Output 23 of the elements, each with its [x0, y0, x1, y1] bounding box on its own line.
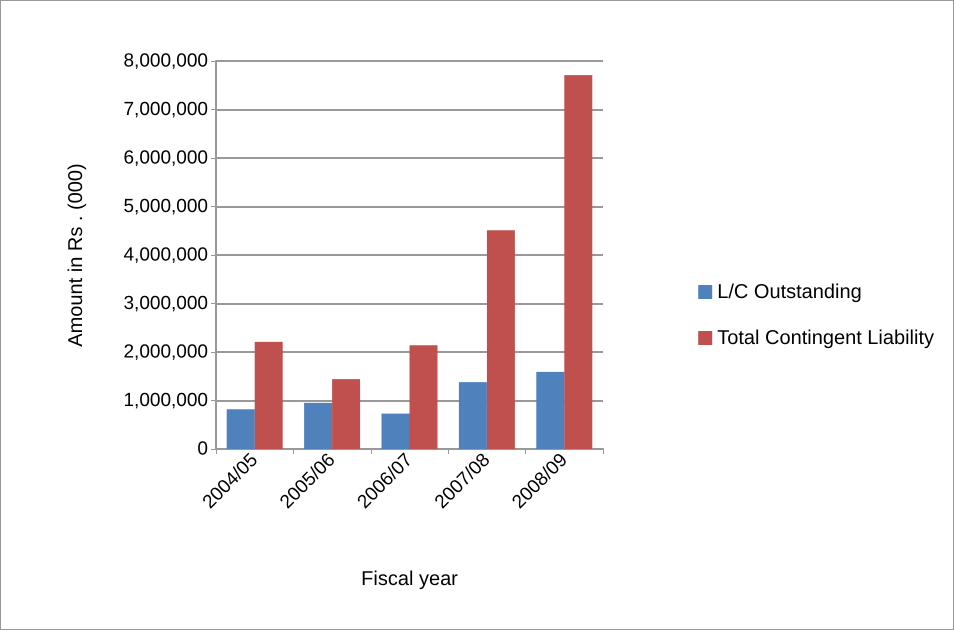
bar	[382, 414, 410, 449]
bar	[536, 372, 564, 449]
y-tick-label: 6,000,000	[123, 148, 208, 168]
y-tick-label: 0	[197, 438, 208, 460]
bar	[254, 342, 283, 449]
bar	[226, 409, 255, 449]
bar	[486, 230, 515, 449]
bar	[332, 379, 360, 449]
bar	[564, 75, 592, 449]
y-tick-label: 1,000,000	[123, 390, 208, 411]
y-tick-label: 3,000,000	[123, 293, 208, 314]
legend-label: Total Contingent Liability	[717, 327, 934, 349]
y-tick-label: 2,000,000	[123, 342, 208, 362]
bar	[410, 345, 438, 449]
bar	[304, 402, 332, 449]
y-tick-label: 8,000,000	[123, 50, 208, 72]
y-tick-label: 7,000,000	[123, 99, 208, 120]
bar	[458, 382, 487, 449]
y-tick-label: 4,000,000	[123, 244, 208, 266]
y-axis-title: Amount in Rs . (000)	[65, 163, 87, 347]
x-axis-title: Fiscal year	[361, 568, 458, 590]
y-tick-label: 5,000,000	[123, 196, 208, 217]
legend-label: L/C Outstanding	[717, 281, 862, 303]
